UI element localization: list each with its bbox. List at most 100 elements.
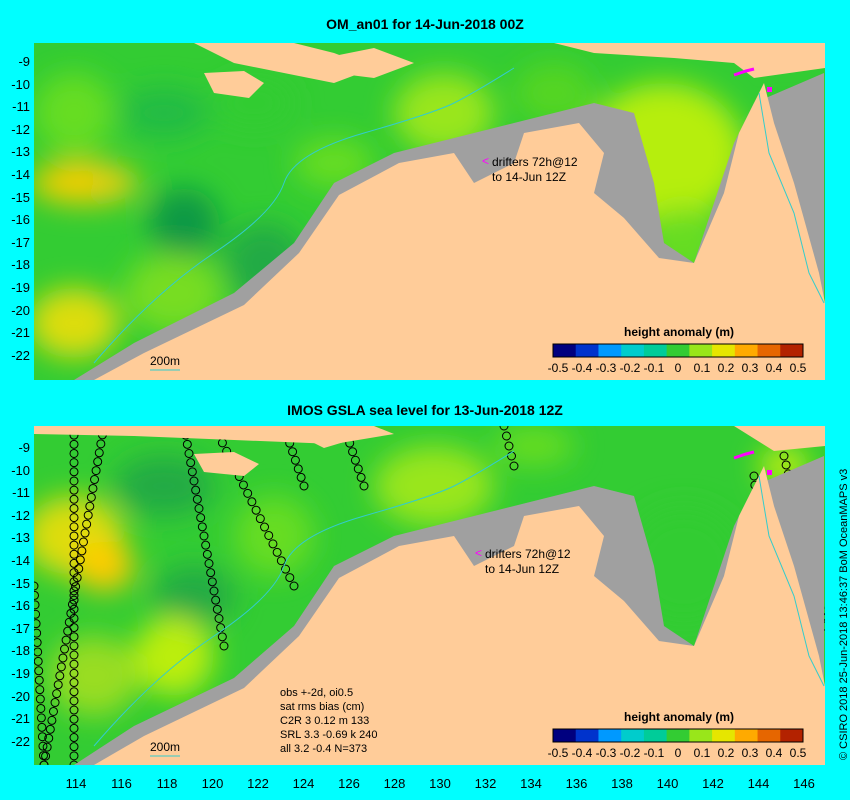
legend-tick-label: 0.2 <box>718 361 735 375</box>
depth-contour <box>93 450 515 747</box>
satellite-obs-marker <box>37 722 47 732</box>
stats-line: all 3.2 -0.4 N=373 <box>280 743 367 755</box>
satellite-obs-marker <box>288 447 298 457</box>
satellite-obs-marker <box>69 733 79 743</box>
satellite-obs-marker <box>509 461 519 471</box>
satellite-obs-marker <box>201 540 211 550</box>
satellite-obs-marker <box>350 455 360 465</box>
sumba-island <box>194 452 259 476</box>
legend-tick-label: -0.4 <box>572 746 593 760</box>
latitude-label: -13 <box>11 530 30 546</box>
satellite-obs-marker <box>69 595 79 605</box>
latitude-label: -10 <box>11 76 30 92</box>
stats-line: sat rms bias (cm) <box>280 701 364 713</box>
satellite-obs-marker <box>37 732 47 742</box>
satellite-obs-marker <box>34 675 44 685</box>
satellite-obs-marker <box>44 733 54 743</box>
color-legend: height anomaly (m) -0.5 -0.4 -0.3 -0.2 -0.1 0… <box>548 710 807 760</box>
satellite-obs-marker <box>34 656 43 666</box>
satellite-obs-marker <box>67 599 77 609</box>
latitude-label: -16 <box>11 212 30 228</box>
observation-stats: obs +-2d, oi0.5 sat rms bias (cm) C2R 3 0.… <box>280 687 377 755</box>
satellite-obs-marker <box>191 485 201 495</box>
satellite-obs-marker <box>69 476 79 486</box>
latitude-label: -10 <box>11 462 30 478</box>
satellite-obs-marker <box>206 568 216 578</box>
latitude-label: -21 <box>11 325 30 341</box>
longitude-label: 118 <box>156 776 178 791</box>
latitude-label: -12 <box>11 507 30 523</box>
drifters-label-1: drifters 72h@12 <box>492 155 578 169</box>
satellite-obs-marker <box>53 680 63 690</box>
satellite-obs-marker <box>50 698 60 708</box>
satellite-obs-marker <box>48 706 58 716</box>
color-legend: height anomaly (m) -0.5 -0.4 -0.3 -0.2 -0.1 0… <box>548 325 807 375</box>
latitude-label: -20 <box>11 302 30 318</box>
longitude-label: 116 <box>111 776 132 791</box>
northern-islands <box>194 43 374 83</box>
latitude-label: -18 <box>11 257 30 273</box>
legend-tick-label: 0 <box>675 361 682 375</box>
latitude-label: -13 <box>11 144 30 160</box>
satellite-obs-marker <box>69 723 79 733</box>
latitude-label: -21 <box>11 711 30 727</box>
satellite-obs-marker <box>55 671 65 681</box>
longitude-label: 134 <box>520 776 542 791</box>
satellite-obs-marker <box>69 687 79 697</box>
satellite-obs-marker <box>187 467 197 477</box>
latitude-label: -9 <box>18 54 30 69</box>
legend-swatch <box>553 344 577 357</box>
top-map-title: OM_an01 for 14-Jun-2018 00Z <box>326 16 524 32</box>
satellite-obs-marker <box>88 483 98 493</box>
satellite-obs-marker <box>34 590 40 600</box>
latitude-label: -11 <box>12 485 30 501</box>
satellite-obs-marker <box>47 715 57 725</box>
satellite-obs-marker <box>504 441 514 451</box>
satellite-obs-marker <box>61 635 71 645</box>
latitude-label: -12 <box>11 121 30 137</box>
new-guinea-land <box>734 426 825 451</box>
legend-swatch <box>666 344 690 357</box>
satellite-obs-marker <box>69 513 79 523</box>
satellite-obs-marker <box>85 501 95 511</box>
drifter-track <box>733 67 755 77</box>
satellite-obs-marker <box>60 644 70 654</box>
satellite-obs-marker <box>69 503 79 513</box>
satellite-obs-marker <box>69 705 79 715</box>
stats-line: obs +-2d, oi0.5 <box>280 687 353 699</box>
satellite-obs-marker <box>45 724 55 734</box>
satellite-obs-marker <box>189 476 199 486</box>
legend-tick-label: 0.1 <box>694 746 711 760</box>
satellite-obs-marker <box>52 689 62 699</box>
legend-tick-label: 0.5 <box>790 746 807 760</box>
depth-contour <box>93 67 515 364</box>
latitude-label: -22 <box>11 347 30 363</box>
legend-tick-label: 0.1 <box>694 361 711 375</box>
longitude-label: 124 <box>292 776 315 791</box>
satellite-obs-marker <box>69 439 79 449</box>
longitude-label: 146 <box>793 776 815 791</box>
legend-tick-label: 0.4 <box>766 361 783 375</box>
legend-swatch <box>621 729 645 742</box>
satellite-obs-marker <box>35 694 45 704</box>
satellite-obs-marker <box>34 600 40 610</box>
legend-tick-label: 0.2 <box>718 746 735 760</box>
satellite-obs-marker <box>214 614 224 623</box>
legend-title: height anomaly (m) <box>624 710 734 724</box>
drifters-label-2: to 14-Jun 12Z <box>485 562 559 576</box>
satellite-obs-marker <box>91 466 101 476</box>
longitude-label: 130 <box>429 776 451 791</box>
latitude-label: -20 <box>11 688 30 704</box>
legend-swatch <box>666 729 690 742</box>
satellite-obs-marker <box>69 742 79 752</box>
legend-tick-label: -0.3 <box>596 746 617 760</box>
satellite-obs-marker <box>78 537 88 547</box>
satellite-obs-marker <box>186 458 196 468</box>
latitude-label: -15 <box>11 575 30 591</box>
legend-swatch <box>757 729 781 742</box>
satellite-obs-marker <box>69 577 79 587</box>
depth-contour-east <box>758 475 825 687</box>
satellite-obs-marker <box>356 472 366 482</box>
timor-island <box>284 426 364 448</box>
top-sea-level-map: < drifters 72h@12 to 14-Jun 12Z 200m hei… <box>34 43 825 380</box>
